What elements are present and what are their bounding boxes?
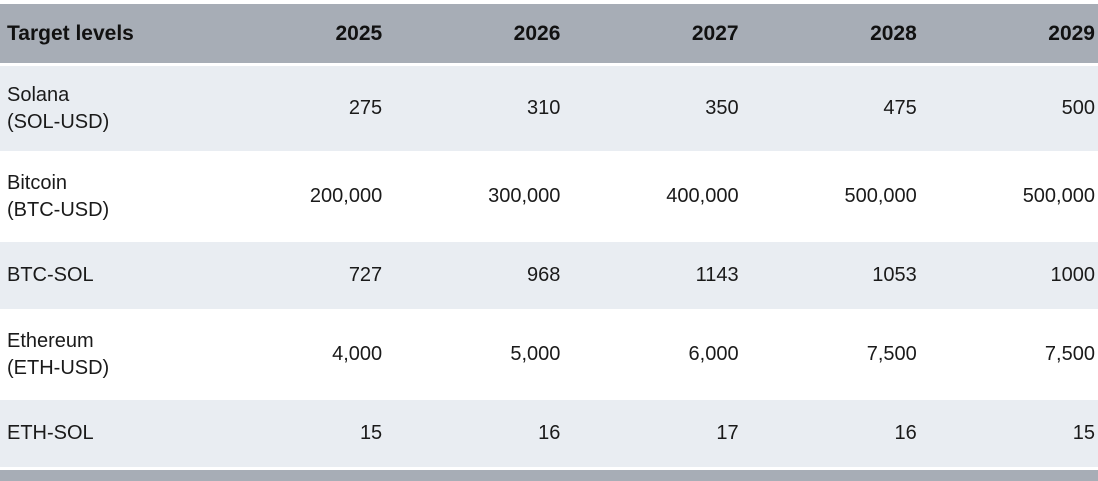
- value-cell: 500: [1061, 97, 1095, 119]
- row-label-ethereum: Ethereum (ETH-USD): [0, 328, 207, 381]
- column-header-2025: 2025: [335, 21, 383, 45]
- value-cell: 350: [705, 97, 739, 119]
- asset-name: Solana: [7, 84, 70, 107]
- column-header-2029: 2029: [1048, 21, 1095, 45]
- asset-ticker: (SOL-USD): [7, 110, 110, 133]
- table-header-row: Target levels 2025 2026 2027 2028 2029: [0, 4, 1098, 63]
- value-cell: 7,500: [1044, 343, 1095, 365]
- value-cell: 968: [527, 264, 561, 286]
- asset-ticker: (ETH-USD): [7, 356, 110, 379]
- table-row-btc-sol: BTC-SOL 727 968 1143 1053 1000: [0, 242, 1098, 309]
- value-cell: 4,000: [332, 343, 383, 365]
- row-label-solana: Solana (SOL-USD): [0, 82, 207, 135]
- value-cell: 5,000: [510, 343, 561, 365]
- value-cell: 15: [359, 422, 383, 444]
- asset-name: Ethereum: [7, 330, 94, 353]
- table-row-solana: Solana (SOL-USD) 275 310 350 475 500: [0, 66, 1098, 151]
- value-cell: 15: [1072, 422, 1095, 444]
- value-cell: 475: [883, 97, 917, 119]
- asset-ticker: (BTC-USD): [7, 198, 110, 221]
- value-cell: 500,000: [844, 185, 917, 207]
- column-header-target-levels: Target levels: [7, 21, 134, 45]
- value-cell: 7,500: [866, 343, 917, 365]
- value-cell: 200,000: [309, 185, 383, 207]
- value-cell: 400,000: [666, 185, 739, 207]
- value-cell: 1053: [872, 264, 917, 286]
- column-header-2026: 2026: [513, 21, 561, 45]
- table-row-bitcoin: Bitcoin (BTC-USD) 200,000 300,000 400,00…: [0, 154, 1098, 239]
- next-section-header-bar: [0, 470, 1098, 481]
- asset-name: Bitcoin: [7, 172, 68, 195]
- target-levels-table: Target levels 2025 2026 2027 2028 2029 S…: [0, 4, 1098, 481]
- value-cell: 500,000: [1022, 185, 1095, 207]
- asset-name: BTC-SOL: [7, 264, 94, 287]
- value-cell: 300,000: [488, 185, 561, 207]
- row-label-bitcoin: Bitcoin (BTC-USD): [0, 170, 207, 223]
- value-cell: 16: [894, 422, 917, 444]
- value-cell: 6,000: [688, 343, 739, 365]
- value-cell: 727: [348, 264, 383, 286]
- column-header-2028: 2028: [870, 21, 917, 45]
- row-label-btc-sol: BTC-SOL: [0, 262, 207, 288]
- asset-name: ETH-SOL: [7, 422, 94, 445]
- value-cell: 310: [527, 97, 561, 119]
- row-label-eth-sol: ETH-SOL: [0, 420, 207, 446]
- value-cell: 1143: [695, 264, 739, 286]
- value-cell: 1000: [1050, 264, 1095, 286]
- table-row-ethereum: Ethereum (ETH-USD) 4,000 5,000 6,000 7,5…: [0, 312, 1098, 397]
- value-cell: 16: [538, 422, 561, 444]
- column-header-2027: 2027: [691, 21, 739, 45]
- table-row-eth-sol: ETH-SOL 15 16 17 16 15: [0, 400, 1098, 467]
- value-cell: 275: [348, 97, 383, 119]
- value-cell: 17: [716, 422, 739, 444]
